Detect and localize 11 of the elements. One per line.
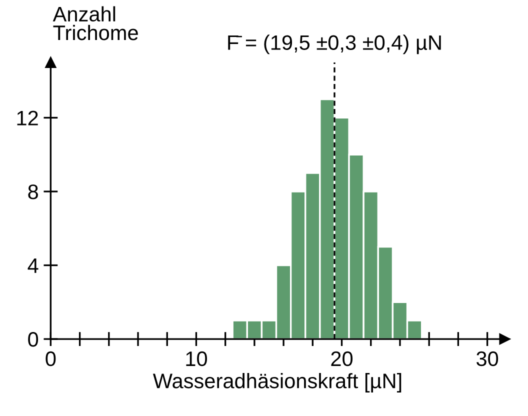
x-tick-label: 30 xyxy=(476,351,498,366)
y-axis-title: Anzahl Trichome xyxy=(52,6,138,40)
x-tick-label: 20 xyxy=(331,351,353,366)
x-tick-label: 10 xyxy=(186,351,207,366)
y-tick-label: 4 xyxy=(28,258,38,273)
ref-line-label: F̄ = (19,5 ±0,3 ±0,4) µN xyxy=(228,34,441,54)
y-tick-label: 12 xyxy=(17,110,38,126)
y-tick-label: 8 xyxy=(28,184,38,200)
y-tick-label: 0 xyxy=(28,332,38,347)
x-axis-title: Wasseradhäsionskraft [µN] xyxy=(152,373,402,392)
x-tick-label: 0 xyxy=(46,351,56,366)
